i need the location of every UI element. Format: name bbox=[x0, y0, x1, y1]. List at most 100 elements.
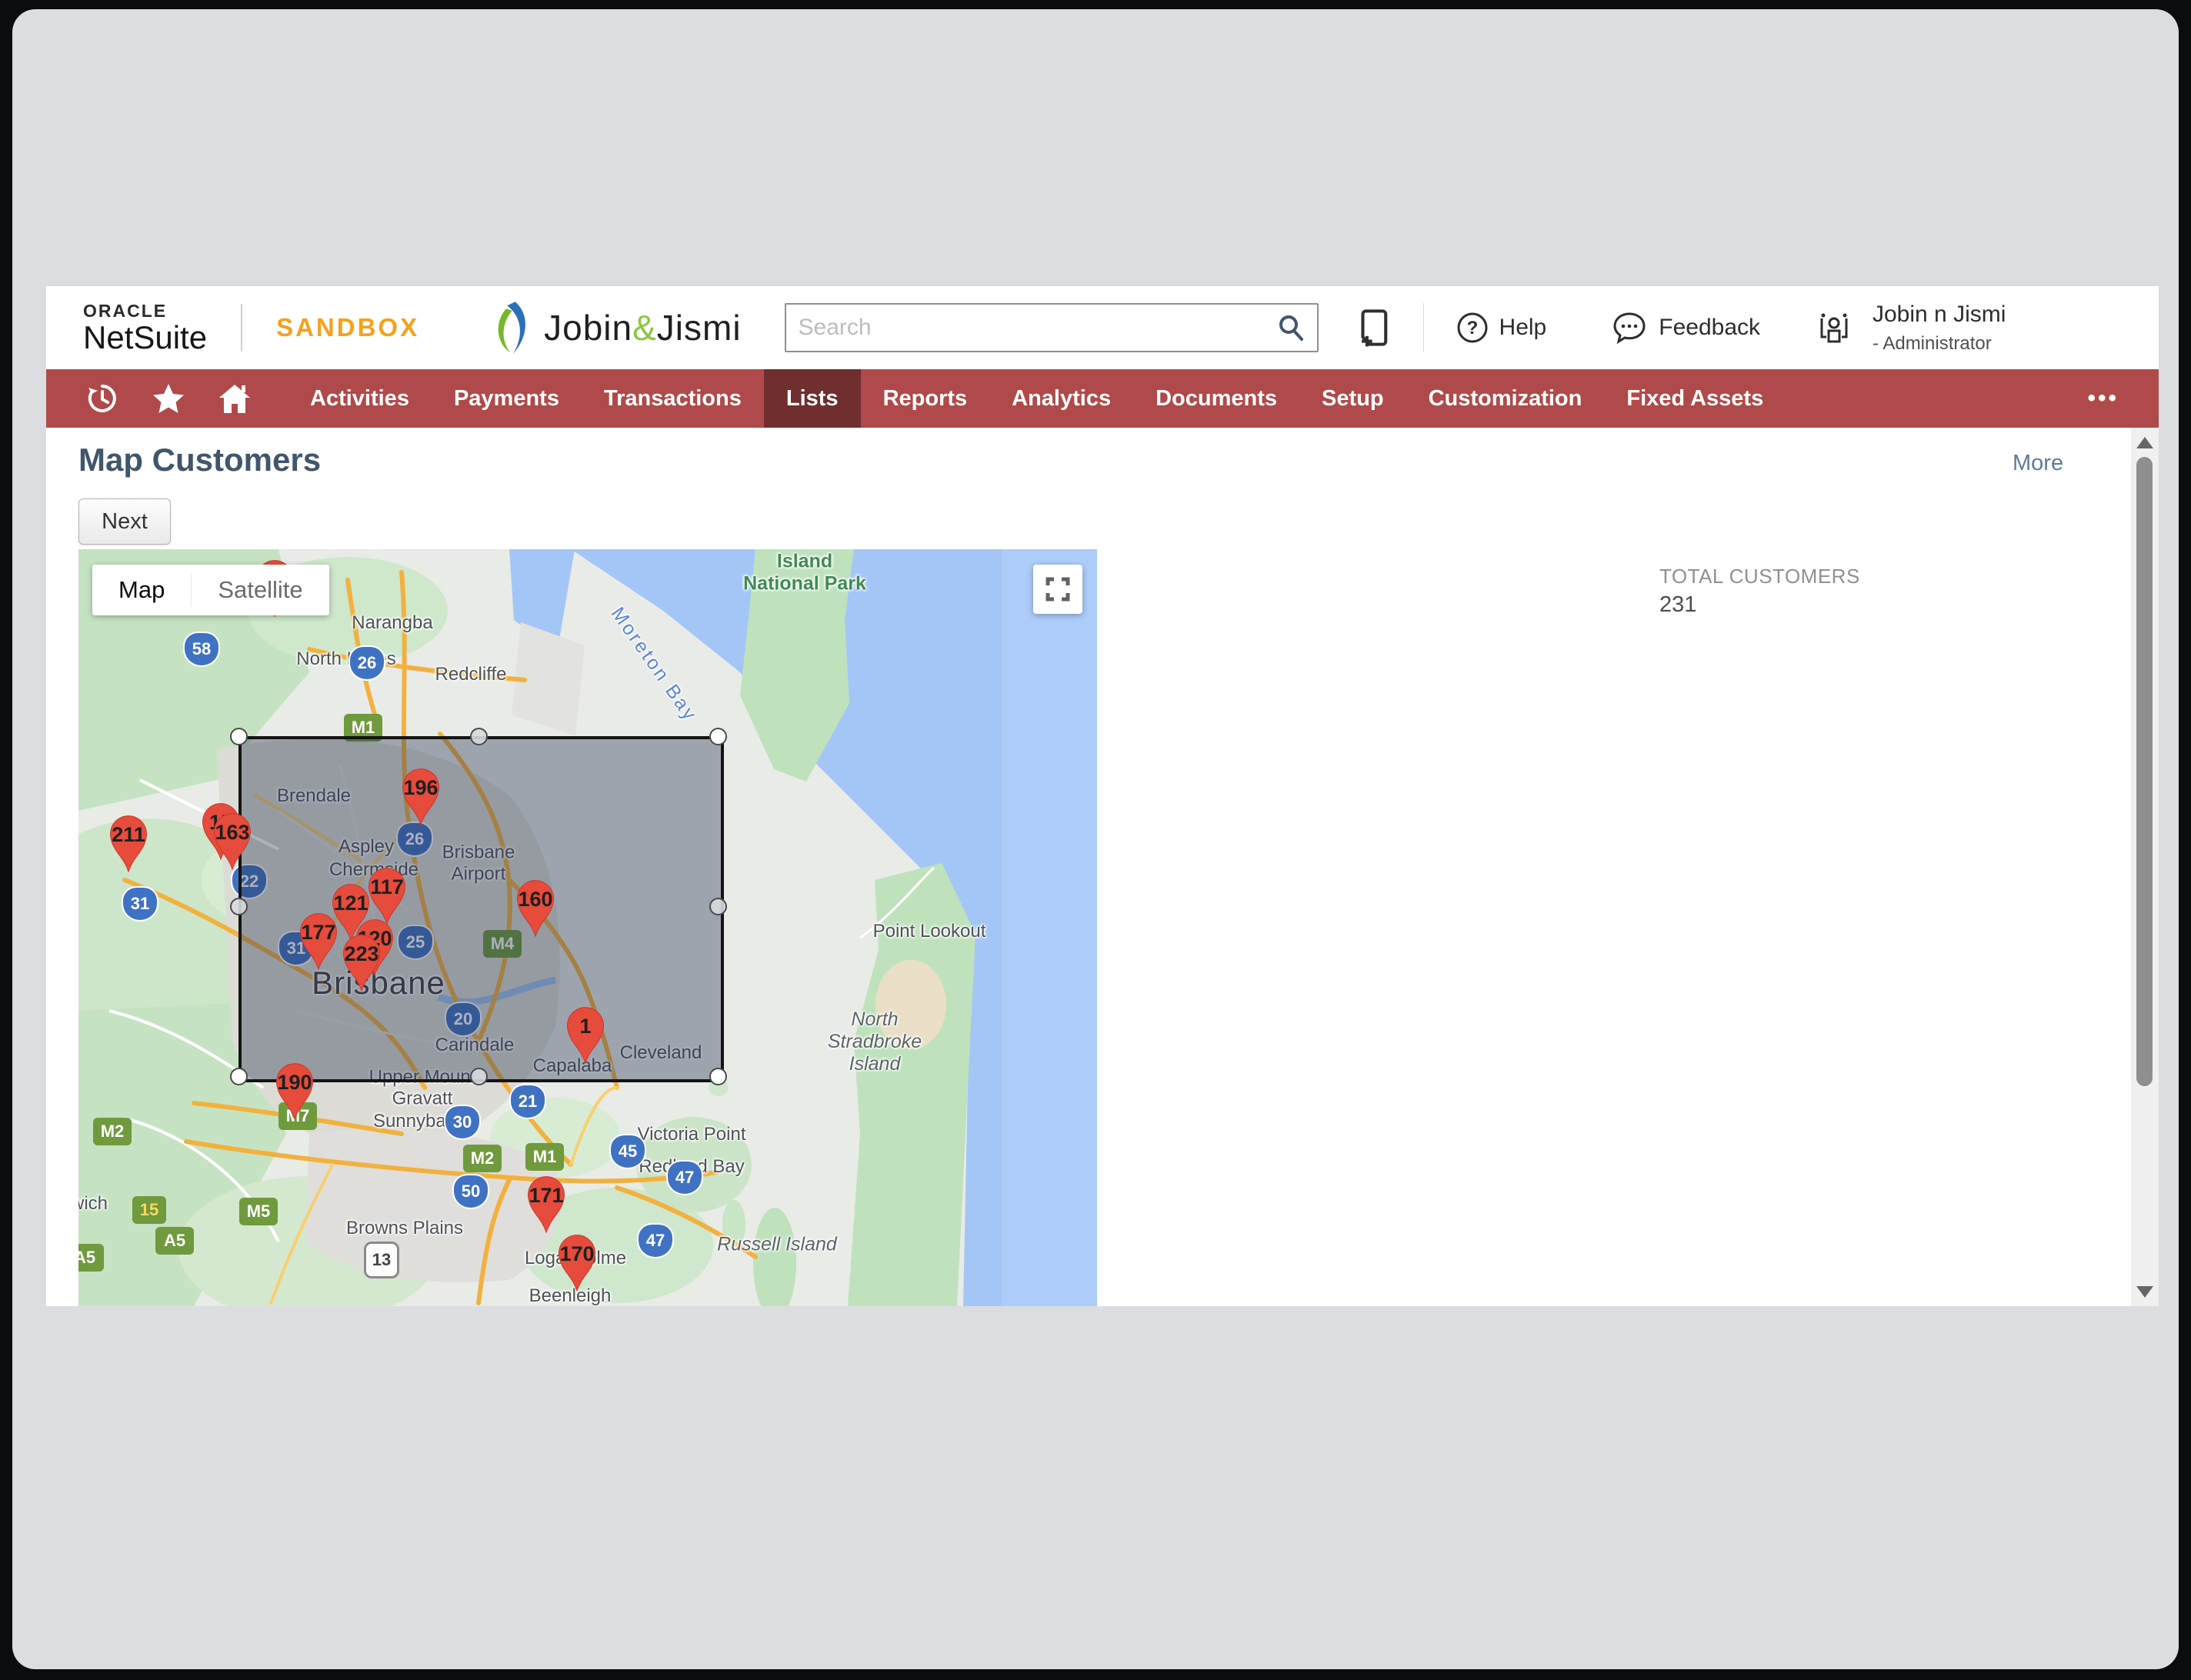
divider bbox=[241, 304, 243, 352]
oracle-netsuite-logo[interactable]: ORACLE NetSuite bbox=[83, 302, 207, 354]
svg-text:170: 170 bbox=[559, 1242, 594, 1265]
map-place-label: Browns Plains bbox=[345, 1218, 464, 1239]
scroll-down-icon[interactable] bbox=[2131, 1280, 2159, 1303]
svg-text:1: 1 bbox=[579, 1015, 591, 1038]
desktop-background: ORACLE NetSuite SANDBOX Jobin&Jismi bbox=[12, 9, 2179, 1669]
company-amp: & bbox=[632, 308, 657, 348]
company-logo-swoosh-icon bbox=[498, 302, 526, 354]
user-roles-icon bbox=[1820, 313, 1848, 343]
recent-records-icon[interactable] bbox=[69, 369, 135, 428]
satellite-view-button[interactable]: Satellite bbox=[218, 576, 303, 603]
customer-cluster-marker[interactable]: 211 bbox=[108, 813, 148, 877]
svg-text:160: 160 bbox=[518, 888, 552, 911]
customer-cluster-marker[interactable]: 171 bbox=[526, 1174, 566, 1238]
user-menu[interactable]: Jobin n Jismi - Administrator bbox=[1814, 300, 2006, 355]
selection-handle[interactable] bbox=[709, 898, 727, 915]
route-shield: 30 bbox=[445, 1106, 479, 1138]
route-shield: M5 bbox=[239, 1198, 278, 1225]
map-place-label: Redcliffe bbox=[435, 664, 507, 685]
customer-cluster-marker[interactable]: 196 bbox=[401, 766, 441, 830]
customer-cluster-marker[interactable]: 160 bbox=[515, 878, 555, 942]
user-role: - Administrator bbox=[1873, 332, 1992, 354]
nav-item-analytics[interactable]: Analytics bbox=[1012, 385, 1112, 411]
app-header: ORACLE NetSuite SANDBOX Jobin&Jismi bbox=[46, 286, 2159, 369]
more-link[interactable]: More bbox=[2013, 451, 2064, 475]
nav-item-activities[interactable]: Activities bbox=[310, 385, 409, 411]
svg-text:?: ? bbox=[1466, 318, 1478, 338]
map-view-button[interactable]: Map bbox=[118, 576, 165, 603]
customer-cluster-marker[interactable]: 1 bbox=[565, 1005, 605, 1068]
route-shield: 31 bbox=[123, 888, 157, 920]
svg-text:211: 211 bbox=[112, 823, 145, 846]
global-search bbox=[784, 303, 1319, 352]
map-place-label: Russell Island bbox=[717, 1233, 837, 1255]
nav-overflow-icon[interactable]: ••• bbox=[2087, 385, 2119, 411]
page-content: Map Customers More Next TOTAL CUSTOMERS … bbox=[46, 428, 2159, 1306]
selection-handle[interactable] bbox=[709, 1068, 727, 1085]
customer-cluster-marker[interactable]: 177 bbox=[298, 911, 338, 975]
next-button[interactable]: Next bbox=[78, 498, 171, 545]
scroll-up-icon[interactable] bbox=[2131, 431, 2159, 454]
nav-item-customization[interactable]: Customization bbox=[1428, 385, 1582, 411]
route-shield: A5 bbox=[155, 1227, 194, 1255]
route-shield: 47 bbox=[639, 1225, 672, 1257]
user-info: Jobin n Jismi - Administrator bbox=[1873, 300, 2006, 355]
divider bbox=[191, 573, 192, 607]
customer-cluster-marker[interactable]: 163 bbox=[212, 811, 252, 875]
netsuite-window: ORACLE NetSuite SANDBOX Jobin&Jismi bbox=[46, 286, 2159, 1306]
feedback-button[interactable]: Feedback bbox=[1611, 311, 1760, 345]
map-place-label: wich bbox=[78, 1193, 108, 1215]
customer-cluster-marker[interactable]: 117 bbox=[367, 865, 407, 929]
customer-cluster-marker[interactable]: 121 bbox=[331, 882, 371, 945]
customer-cluster-marker[interactable]: 190 bbox=[275, 1061, 315, 1125]
nav-items: Activities Payments Transactions Lists Repor… bbox=[288, 369, 1786, 428]
customer-cluster-marker[interactable]: 223 bbox=[342, 932, 382, 996]
route-shield: M4 bbox=[483, 930, 522, 958]
map-place-label: Island National Park bbox=[743, 550, 866, 594]
help-label: Help bbox=[1499, 315, 1547, 340]
nav-item-payments[interactable]: Payments bbox=[453, 385, 559, 411]
divider bbox=[1422, 303, 1424, 352]
nav-item-reports[interactable]: Reports bbox=[882, 385, 968, 411]
map-place-label: Brisbane Airport bbox=[442, 842, 515, 884]
map-place-label: Point Lookout bbox=[872, 921, 986, 942]
route-shield: 21 bbox=[511, 1085, 545, 1118]
nav-item-transactions[interactable]: Transactions bbox=[603, 385, 742, 411]
nav-item-documents[interactable]: Documents bbox=[1156, 385, 1278, 411]
home-icon[interactable] bbox=[202, 369, 268, 428]
nav-item-setup[interactable]: Setup bbox=[1322, 385, 1384, 411]
add-record-icon[interactable] bbox=[1356, 308, 1391, 348]
svg-text:177: 177 bbox=[301, 921, 335, 944]
customer-map[interactable]: Narangba North Lakes Redcliffe Moreton Bay I… bbox=[78, 549, 1097, 1306]
selection-handle[interactable] bbox=[469, 728, 488, 745]
map-place-label: Capalaba bbox=[532, 1055, 612, 1077]
route-shield: 20 bbox=[446, 1003, 480, 1035]
customer-cluster-marker[interactable]: 170 bbox=[557, 1232, 597, 1296]
route-shield: 47 bbox=[668, 1162, 702, 1194]
route-shield: 50 bbox=[454, 1175, 488, 1208]
shortcuts-star-icon[interactable] bbox=[135, 369, 202, 428]
nav-item-fixed-assets[interactable]: Fixed Assets bbox=[1626, 385, 1764, 411]
route-shield: 15 bbox=[132, 1196, 166, 1224]
vertical-scrollbar[interactable] bbox=[2131, 428, 2159, 1306]
selection-rectangle[interactable] bbox=[238, 736, 724, 1082]
help-button[interactable]: ? Help bbox=[1456, 312, 1547, 344]
selection-handle[interactable] bbox=[709, 728, 727, 745]
search-input[interactable] bbox=[785, 314, 1276, 342]
company-word2: Jismi bbox=[656, 308, 742, 348]
route-shield: M2 bbox=[463, 1145, 502, 1172]
selection-handle[interactable] bbox=[469, 1068, 488, 1085]
map-place-label: Beenleigh bbox=[529, 1285, 612, 1306]
nav-item-lists[interactable]: Lists bbox=[763, 369, 861, 428]
map-place-label: North Stradbroke Island bbox=[827, 1008, 922, 1075]
svg-text:171: 171 bbox=[529, 1184, 563, 1207]
svg-text:163: 163 bbox=[215, 821, 249, 844]
fullscreen-button[interactable] bbox=[1033, 565, 1082, 614]
fullscreen-icon bbox=[1045, 577, 1070, 602]
map-place-label: Brendale bbox=[276, 785, 352, 807]
selection-handle[interactable] bbox=[230, 728, 248, 745]
selection-handle[interactable] bbox=[230, 898, 248, 915]
scrollbar-thumb[interactable] bbox=[2136, 457, 2153, 1086]
selection-handle[interactable] bbox=[230, 1068, 248, 1085]
search-icon[interactable] bbox=[1276, 312, 1306, 343]
